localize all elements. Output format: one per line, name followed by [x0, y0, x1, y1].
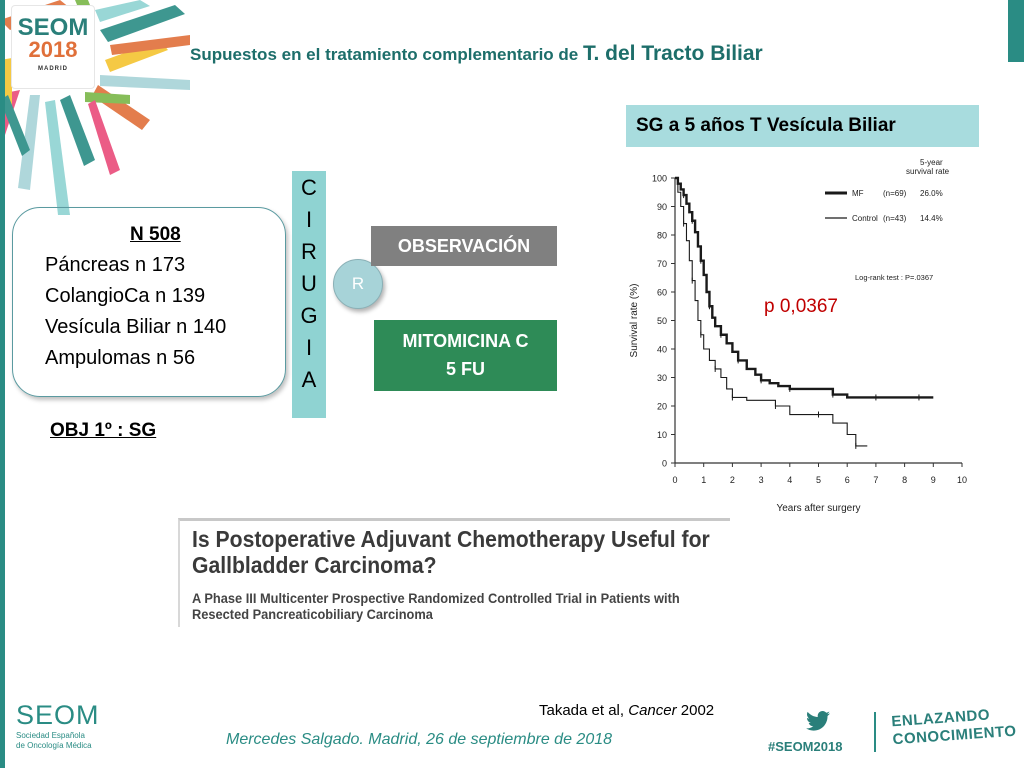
citation-year: 2002	[680, 702, 715, 719]
x-tick-label: 6	[845, 475, 850, 485]
x-tick-label: 7	[873, 475, 878, 485]
legend-n-label: (n=69)	[883, 189, 907, 198]
citation: Takada et al, Cancer 2002	[539, 702, 714, 719]
randomization-circle: R	[333, 259, 383, 309]
logo-year-text: 2018	[28, 37, 78, 62]
survival-heading: SG a 5 años T Vesícula Biliar	[626, 105, 979, 147]
footer-org-sub1: Sociedad Española	[16, 731, 85, 740]
seom-2018-logo: SEOM 2018 MADRID	[12, 6, 94, 88]
paper-title-line1: Is Postoperative Adjuvant Chemotherapy U…	[192, 526, 710, 552]
x-tick-label: 9	[931, 475, 936, 485]
x-tick-label: 8	[902, 475, 907, 485]
citation-journal: Cancer	[628, 702, 677, 719]
group-item-vesicula: Vesícula Biliar n 140	[45, 316, 227, 338]
legend-header-line1: 5-year	[920, 158, 943, 167]
treatment-arm-line2: 5 FU	[445, 359, 485, 379]
total-patients: N 508	[130, 224, 181, 245]
surgery-label: C I R U G I A	[292, 171, 326, 418]
paper-clipping	[178, 518, 730, 627]
legend-n-label: (n=43)	[883, 214, 907, 223]
title-prefix: Supuestos en el tratamiento complementar…	[190, 45, 579, 64]
logo-city-text: MADRID	[38, 66, 68, 72]
surgery-letter: I	[305, 335, 313, 360]
y-axis-title: Survival rate (%)	[629, 284, 640, 358]
footer-org-name: SEOM	[16, 700, 100, 730]
y-tick-label: 70	[657, 259, 667, 269]
surgery-letter: A	[301, 367, 317, 392]
group-item-colangioca: ColangioCa n 139	[45, 285, 206, 307]
twitter-icon[interactable]	[806, 711, 830, 731]
legend-rate-label: 26.0%	[920, 189, 943, 198]
series-line-mf	[675, 176, 934, 399]
y-tick-label: 90	[657, 202, 667, 212]
hashtag: #SEOM2018	[768, 739, 843, 754]
chart-axes: 0 10 20 30 40 50 60 70 80 90 100 0 1 2 3 4 5 6 7 8 9 10	[652, 174, 967, 486]
group-item-ampulomas: Ampulomas n 56	[45, 347, 196, 369]
left-accent-bar	[0, 0, 5, 768]
chart-labels: Years after surgery Survival rate (%) 5-ye…	[629, 158, 950, 514]
surgery-letter: R	[301, 239, 317, 264]
paper-subtitle-line2: Resected Pancreaticobiliary Carcinoma	[192, 607, 433, 622]
y-tick-label: 80	[657, 231, 667, 241]
paper-title-line2: Gallbladder Carcinoma?	[192, 552, 437, 578]
legend-series-name: Control	[852, 214, 878, 223]
y-tick-label: 10	[657, 430, 667, 440]
legend-header-line2: survival rate	[906, 167, 950, 176]
slide-title: Supuestos en el tratamiento complementar…	[190, 42, 763, 66]
legend-rate-label: 14.4%	[920, 214, 943, 223]
group-item-pancreas: Páncreas n 173	[45, 254, 186, 276]
surgery-letter: I	[305, 207, 313, 232]
paper-subtitle-line1: A Phase III Multicenter Prospective Rand…	[192, 591, 680, 606]
study-group-box	[12, 207, 286, 397]
surgery-letter: G	[300, 303, 318, 328]
x-tick-label: 2	[730, 475, 735, 485]
footer-org-sub2: de Oncología Médica	[16, 741, 92, 750]
series-line-control	[675, 177, 868, 447]
right-accent-bar	[1008, 0, 1024, 62]
log-rank-annotation: Log-rank test : P=.0367	[855, 273, 933, 282]
p-value: p 0,0367	[764, 296, 838, 317]
citation-author: Takada et al,	[539, 702, 625, 719]
paper-subtitle: A Phase III Multicenter Prospective Rand…	[192, 591, 680, 623]
y-tick-label: 100	[652, 174, 667, 184]
x-tick-label: 5	[816, 475, 821, 485]
footer-divider	[874, 712, 876, 752]
treatment-arm-line1: MITOMICINA C	[402, 331, 529, 351]
y-tick-label: 20	[657, 402, 667, 412]
observation-arm: OBSERVACIÓN	[371, 226, 557, 266]
title-emphasis: T. del Tracto Biliar	[583, 42, 763, 65]
x-axis-title: Years after surgery	[776, 503, 860, 514]
x-tick-label: 0	[672, 475, 677, 485]
surgery-letter: C	[301, 175, 317, 200]
y-tick-label: 60	[657, 288, 667, 298]
x-tick-label: 10	[957, 475, 967, 485]
slogan: ENLAZANDO CONOCIMIENTO	[891, 705, 1017, 750]
y-tick-label: 40	[657, 345, 667, 355]
legend-series-name: MF	[852, 189, 864, 198]
x-tick-label: 1	[701, 475, 706, 485]
paper-title: Is Postoperative Adjuvant Chemotherapy U…	[192, 526, 710, 578]
y-tick-label: 30	[657, 373, 667, 383]
logo-seom-text: SEOM	[17, 14, 89, 41]
x-tick-label: 4	[787, 475, 792, 485]
chart-series	[675, 176, 934, 449]
surgery-letter: U	[301, 271, 317, 296]
x-tick-label: 3	[759, 475, 764, 485]
footer-author: Mercedes Salgado. Madrid, 26 de septiemb…	[226, 731, 613, 748]
treatment-arm: MITOMICINA C 5 FU	[374, 320, 557, 391]
seom-footer-logo: SEOM Sociedad Española de Oncología Médi…	[16, 700, 100, 751]
y-tick-label: 50	[657, 316, 667, 326]
y-tick-label: 0	[662, 459, 667, 469]
survival-chart: 0 10 20 30 40 50 60 70 80 90 100 0 1 2 3 4 5 6 7 8 9 10 Years…	[629, 158, 967, 514]
primary-objective: OBJ 1º : SG	[50, 420, 157, 441]
